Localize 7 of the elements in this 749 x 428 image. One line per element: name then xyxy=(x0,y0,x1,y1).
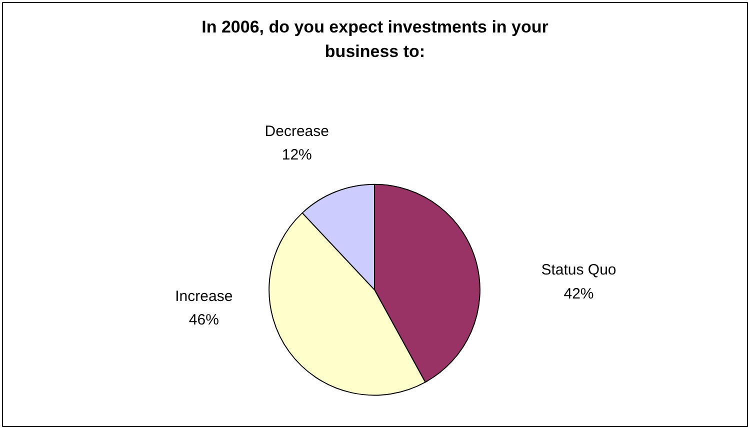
chart-title: In 2006, do you expect investments in your business to: xyxy=(202,17,549,62)
slice-label: Status Quo xyxy=(541,262,616,279)
slice-label: Decrease xyxy=(264,122,329,140)
data-label: 12% xyxy=(282,146,312,164)
slice-label: Increase xyxy=(175,288,233,305)
data-label: 42% xyxy=(564,285,594,302)
data-label: 46% xyxy=(188,312,219,329)
